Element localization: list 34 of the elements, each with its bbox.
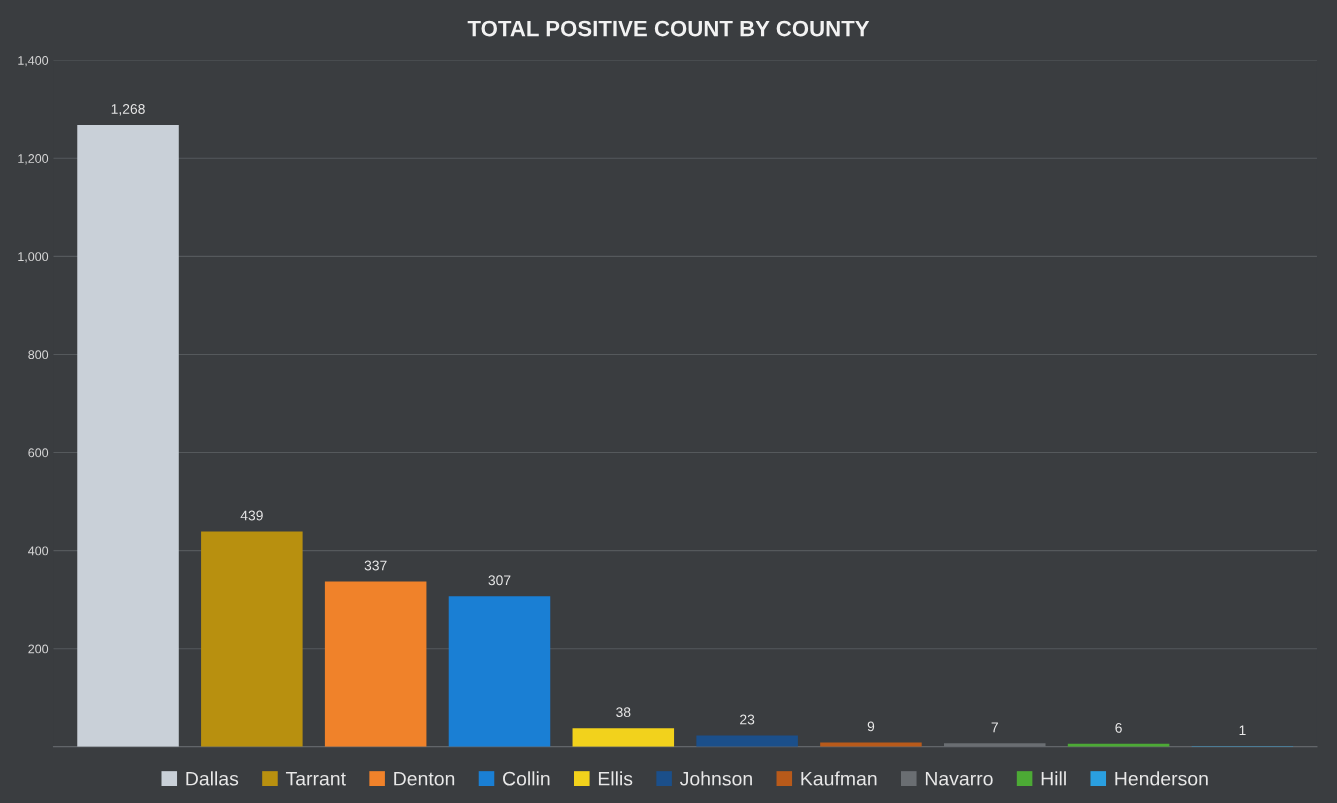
y-tick-label: 400: [28, 546, 49, 556]
bar: [820, 742, 922, 747]
data-label: 1: [1239, 725, 1246, 736]
legend-label: Hill: [1041, 771, 1066, 786]
data-label: 6: [1115, 722, 1122, 733]
bar: [324, 581, 427, 747]
legend-label: Kaufman: [801, 771, 877, 786]
legend-label: Johnson: [679, 771, 752, 786]
legend-label: Tarrant: [285, 771, 346, 786]
data-label: 9: [867, 721, 875, 732]
y-tick-label: 800: [28, 350, 49, 360]
bar: [572, 728, 675, 747]
data-label: 7: [991, 722, 998, 733]
y-tick-label: 600: [28, 448, 49, 458]
data-label: 307: [488, 575, 511, 586]
legend-label: Ellis: [598, 771, 633, 786]
legend-label: Collin: [503, 771, 550, 786]
legend-label: Henderson: [1115, 771, 1208, 786]
data-label: 439: [240, 510, 263, 521]
bar: [448, 596, 551, 747]
legend-label: Dallas: [186, 771, 239, 786]
data-label: 38: [616, 707, 631, 718]
data-label: 1,268: [111, 104, 145, 116]
data-label: 337: [364, 560, 387, 571]
y-tick-label: 1,400: [18, 56, 49, 67]
legend-label: Navarro: [925, 771, 993, 786]
y-tick-label: 1,200: [18, 154, 49, 165]
y-tick-label: 1,000: [18, 252, 49, 263]
chart-title: TOTAL POSITIVE COUNT BY COUNTY: [467, 20, 870, 37]
y-tick-label: 200: [28, 644, 49, 654]
data-label: 23: [740, 714, 755, 725]
bar: [77, 124, 179, 747]
bar: [201, 531, 303, 747]
legend-label: Denton: [394, 771, 455, 786]
